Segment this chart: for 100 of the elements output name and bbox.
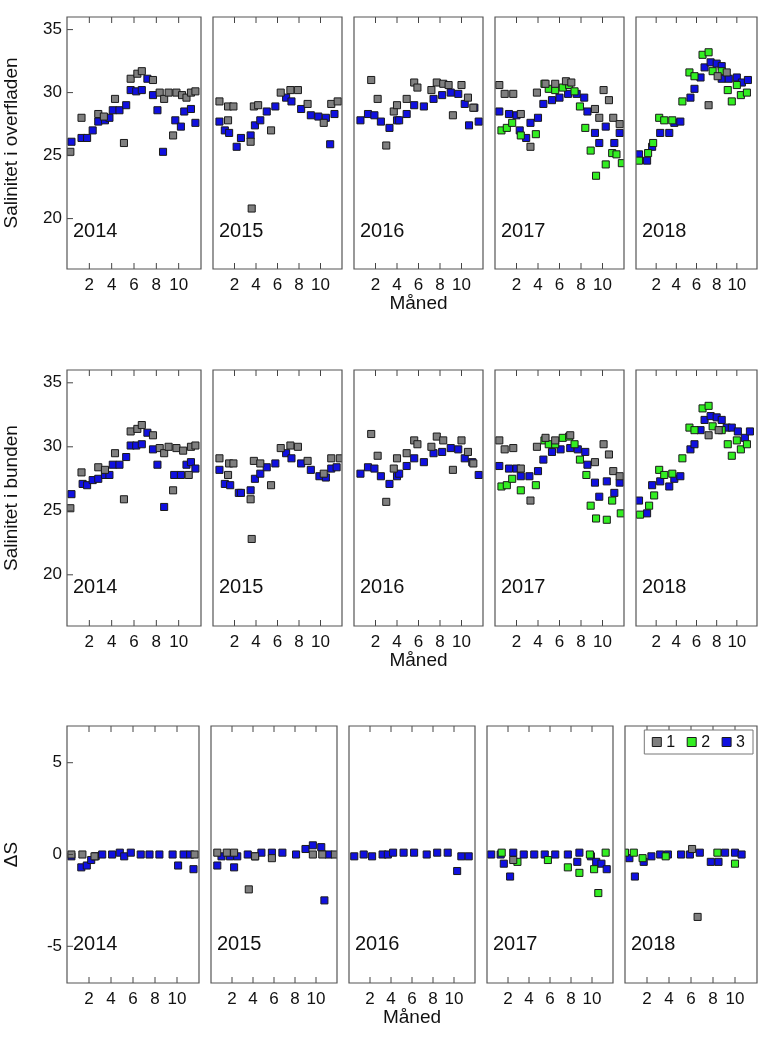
x-tick-label: 8 bbox=[576, 631, 586, 651]
x-tick-label: 10 bbox=[593, 631, 612, 651]
annotation: 2015 bbox=[217, 931, 262, 954]
x-tick-label: 6 bbox=[269, 988, 279, 1008]
x-axis-title: Måned bbox=[382, 1005, 442, 1027]
y-tick-label: 35 bbox=[43, 19, 62, 39]
x-tick-label: 4 bbox=[251, 274, 261, 294]
x-tick-label: 2 bbox=[503, 988, 513, 1008]
x-tick-label: 10 bbox=[311, 631, 330, 651]
y-tick-label: 25 bbox=[43, 500, 62, 520]
x-tick-label: 4 bbox=[533, 274, 543, 294]
x-tick-label: 4 bbox=[671, 274, 682, 294]
annotation: 2017 bbox=[493, 931, 538, 954]
annotation: 2017 bbox=[501, 218, 546, 241]
x-tick-label: 2 bbox=[651, 274, 661, 294]
x-tick-label: 10 bbox=[169, 631, 189, 651]
x-tick-label: 6 bbox=[129, 274, 139, 294]
x-tick-label: 6 bbox=[272, 274, 283, 294]
x-tick-label: 10 bbox=[444, 988, 464, 1008]
x-tick-label: 4 bbox=[524, 988, 534, 1008]
annotation: 2016 bbox=[360, 575, 405, 598]
x-tick-label: 10 bbox=[167, 988, 187, 1008]
x-tick-label: 8 bbox=[150, 988, 160, 1008]
x-tick-label: 4 bbox=[392, 274, 402, 294]
annotation: 2018 bbox=[642, 575, 687, 598]
x-tick-label: 6 bbox=[691, 631, 702, 651]
x-tick-label: 2 bbox=[365, 988, 375, 1008]
x-tick-label: 6 bbox=[554, 274, 565, 294]
x-tick-label: 10 bbox=[452, 631, 471, 651]
y-tick-label: 20 bbox=[43, 564, 62, 584]
x-tick-label: 6 bbox=[413, 274, 424, 294]
x-tick-label: 10 bbox=[452, 274, 471, 294]
x-tick-label: 10 bbox=[169, 274, 189, 294]
legend-label: 1 bbox=[666, 733, 676, 751]
legend-label: 2 bbox=[701, 733, 711, 751]
annotation: 2017 bbox=[501, 575, 546, 598]
x-tick-label: 10 bbox=[725, 988, 745, 1008]
x-tick-label: 6 bbox=[407, 988, 417, 1008]
x-tick-label: 2 bbox=[84, 274, 95, 294]
x-tick-label: 8 bbox=[428, 988, 438, 1008]
annotation: 2015 bbox=[219, 218, 264, 241]
x-tick-label: 6 bbox=[545, 988, 555, 1008]
x-tick-label: 2 bbox=[229, 274, 240, 294]
x-tick-label: 6 bbox=[554, 631, 565, 651]
x-tick-label: 10 bbox=[306, 988, 326, 1008]
x-tick-label: 10 bbox=[582, 988, 602, 1008]
x-tick-label: 2 bbox=[84, 988, 94, 1008]
x-tick-label: 4 bbox=[671, 631, 682, 651]
x-tick-label: 10 bbox=[593, 274, 612, 294]
x-tick-label: 4 bbox=[386, 988, 396, 1008]
x-tick-label: 6 bbox=[129, 631, 139, 651]
x-tick-label: 8 bbox=[708, 988, 718, 1008]
annotation: 2014 bbox=[73, 575, 118, 598]
y-tick-label: 35 bbox=[43, 372, 62, 392]
x-tick-label: 8 bbox=[290, 988, 300, 1008]
y-tick-label: 25 bbox=[43, 145, 62, 165]
legend-label: 3 bbox=[736, 733, 746, 751]
x-tick-label: 10 bbox=[727, 631, 747, 651]
x-tick-label: 2 bbox=[227, 988, 237, 1008]
x-tick-label: 8 bbox=[435, 631, 445, 651]
x-tick-label: 6 bbox=[691, 274, 702, 294]
x-tick-label: 2 bbox=[511, 274, 522, 294]
x-tick-label: 8 bbox=[711, 274, 722, 294]
y-axis-title: Salinitet i bunden bbox=[0, 425, 21, 571]
x-tick-label: 2 bbox=[651, 631, 661, 651]
y-tick-label: 30 bbox=[43, 82, 62, 102]
x-tick-label: 2 bbox=[642, 988, 652, 1008]
y-tick-label: -5 bbox=[46, 935, 62, 955]
x-tick-label: 10 bbox=[727, 274, 747, 294]
y-tick-label: 20 bbox=[43, 208, 62, 228]
y-tick-label: 0 bbox=[52, 844, 62, 864]
x-axis-title: Måned bbox=[389, 291, 448, 313]
x-tick-label: 2 bbox=[84, 631, 95, 651]
x-tick-label: 4 bbox=[248, 988, 258, 1008]
x-tick-label: 4 bbox=[106, 631, 117, 651]
x-tick-label: 6 bbox=[686, 988, 696, 1008]
annotation: 2016 bbox=[355, 931, 400, 954]
x-tick-label: 8 bbox=[294, 631, 304, 651]
x-axis-title: Måned bbox=[389, 648, 448, 670]
x-tick-label: 2 bbox=[370, 274, 381, 294]
x-tick-label: 4 bbox=[106, 988, 116, 1008]
x-tick-label: 6 bbox=[413, 631, 424, 651]
y-axis-title: ΔS bbox=[0, 841, 21, 868]
y-tick-label: 30 bbox=[43, 436, 62, 456]
annotation: 2016 bbox=[360, 218, 405, 241]
x-tick-label: 4 bbox=[533, 631, 543, 651]
x-tick-label: 8 bbox=[566, 988, 576, 1008]
y-tick-label: 5 bbox=[52, 752, 62, 772]
x-tick-label: 8 bbox=[151, 631, 162, 651]
x-tick-label: 2 bbox=[370, 631, 381, 651]
annotation: 2014 bbox=[73, 931, 118, 954]
x-tick-label: 10 bbox=[311, 274, 330, 294]
x-tick-label: 4 bbox=[106, 274, 117, 294]
x-tick-label: 8 bbox=[294, 274, 304, 294]
x-tick-label: 8 bbox=[576, 274, 586, 294]
y-axis-title: Salinitet i overfladen bbox=[0, 57, 21, 229]
x-tick-label: 8 bbox=[151, 274, 162, 294]
annotation: 2014 bbox=[73, 218, 118, 241]
x-tick-label: 4 bbox=[664, 988, 674, 1008]
x-tick-label: 2 bbox=[511, 631, 522, 651]
